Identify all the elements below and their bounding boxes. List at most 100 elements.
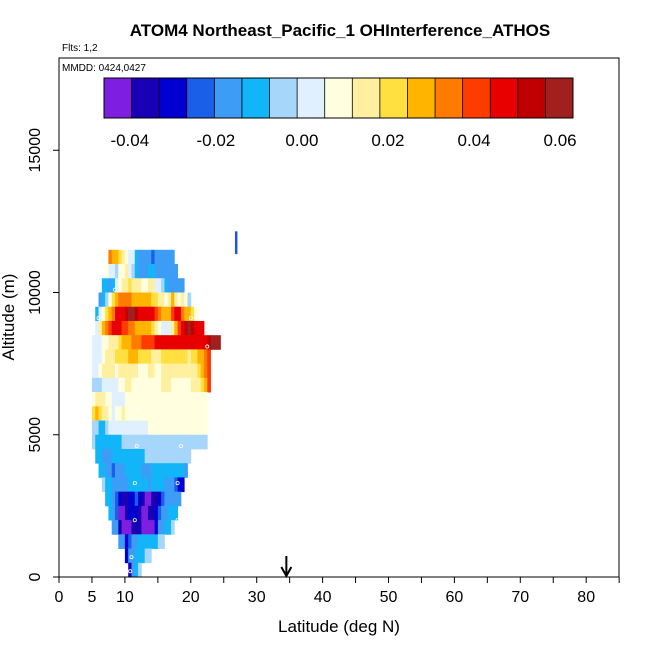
heatmap-cell bbox=[164, 491, 169, 507]
colorbar-swatch bbox=[159, 78, 188, 118]
heatmap-cell bbox=[147, 434, 152, 450]
heatmap-cell bbox=[164, 520, 169, 535]
heatmap-cell bbox=[108, 434, 113, 450]
heatmap-cell bbox=[151, 264, 155, 279]
heatmap-cell bbox=[151, 377, 155, 393]
heatmap-cell bbox=[174, 320, 179, 336]
heatmap-cell bbox=[161, 264, 165, 279]
heatmap-cell bbox=[115, 335, 119, 350]
heatmap-cell bbox=[118, 249, 122, 265]
heatmap-cell bbox=[121, 377, 126, 393]
heatmap-cell bbox=[171, 520, 175, 535]
heatmap-cell bbox=[180, 420, 185, 436]
heatmap-cell bbox=[144, 406, 149, 421]
heatmap-cell bbox=[180, 363, 185, 379]
heatmap-cell bbox=[121, 420, 126, 436]
heatmap-cell bbox=[118, 392, 122, 407]
heatmap-cell bbox=[190, 306, 195, 322]
heatmap-cell bbox=[131, 520, 136, 535]
heatmap-cell bbox=[128, 377, 132, 393]
heatmap-cell bbox=[161, 491, 165, 507]
heatmap-cell bbox=[124, 448, 129, 464]
heatmap-cell bbox=[105, 349, 109, 365]
heatmap-cell bbox=[144, 448, 149, 464]
heatmap-cell bbox=[180, 278, 185, 293]
heatmap-cell bbox=[138, 448, 142, 464]
heatmap-cell bbox=[131, 392, 136, 407]
x-tick-label: 0 bbox=[55, 589, 64, 606]
heatmap-cell bbox=[111, 363, 116, 379]
heatmap-cell bbox=[161, 377, 165, 393]
x-tick-label: 60 bbox=[446, 589, 464, 606]
heatmap-cell bbox=[115, 505, 119, 521]
heatmap-cell bbox=[115, 349, 119, 365]
heatmap-cell bbox=[197, 434, 202, 450]
heatmap-cell bbox=[128, 491, 132, 507]
heatmap-cell bbox=[118, 491, 122, 507]
heatmap-cell bbox=[111, 434, 116, 450]
heatmap-cell bbox=[194, 335, 198, 350]
heatmap-cell bbox=[177, 320, 182, 336]
heatmap-cell bbox=[138, 534, 142, 549]
heatmap-cell bbox=[134, 349, 139, 365]
heatmap-cell bbox=[128, 363, 132, 379]
heatmap-cell bbox=[151, 249, 155, 265]
colorbar-swatch bbox=[545, 78, 574, 118]
heatmap-cell bbox=[180, 306, 185, 322]
y-tick-label: 15000 bbox=[27, 128, 44, 173]
heatmap-cell bbox=[147, 349, 152, 365]
heatmap-cell bbox=[180, 434, 185, 450]
heatmap-cell bbox=[180, 448, 185, 464]
heatmap-cell bbox=[157, 249, 162, 265]
heatmap-cell bbox=[197, 420, 202, 436]
heatmap-cell bbox=[108, 363, 113, 379]
heatmap-cell bbox=[164, 420, 169, 436]
heatmap-cell bbox=[141, 264, 146, 279]
heatmap-cell bbox=[154, 520, 159, 535]
heatmap-cell bbox=[115, 448, 119, 464]
heatmap-cell bbox=[190, 434, 195, 450]
heatmap-cell bbox=[138, 392, 142, 407]
chart-title: ATOM4 Northeast_Pacific_1 OHInterference… bbox=[130, 21, 550, 40]
heatmap-cell bbox=[118, 264, 122, 279]
heatmap-cell bbox=[154, 477, 159, 493]
heatmap-cell bbox=[184, 306, 188, 322]
heatmap-cell bbox=[98, 306, 103, 322]
heatmap-cell bbox=[124, 463, 129, 478]
x-tick-label: 40 bbox=[314, 589, 332, 606]
heatmap-cell bbox=[134, 406, 139, 421]
heatmap-cell bbox=[157, 420, 162, 436]
colorbar-swatch bbox=[379, 78, 408, 118]
heatmap-cell bbox=[190, 420, 195, 436]
heatmap-cell bbox=[141, 505, 146, 521]
heatmap-cell bbox=[174, 306, 179, 322]
heatmap-cell bbox=[98, 463, 103, 478]
heatmap-cell bbox=[154, 363, 159, 379]
heatmap-cell bbox=[108, 320, 113, 336]
heatmap-cell bbox=[141, 335, 146, 350]
heatmap-cell bbox=[124, 491, 129, 507]
heatmap-cell bbox=[108, 278, 113, 293]
colorbar-tick-label: -0.02 bbox=[196, 131, 235, 150]
heatmap-cell bbox=[128, 264, 132, 279]
sample-point bbox=[132, 518, 137, 523]
heatmap-cell bbox=[171, 392, 175, 407]
colorbar-swatch bbox=[352, 78, 381, 118]
colorbar-swatch bbox=[517, 78, 546, 118]
heatmap-cell bbox=[121, 534, 126, 549]
heatmap-cell bbox=[151, 406, 155, 421]
colorbar-tick-label: 0.02 bbox=[371, 131, 404, 150]
heatmap-cell bbox=[194, 306, 198, 322]
heatmap-cell bbox=[105, 477, 109, 493]
heatmap-cell bbox=[164, 477, 169, 493]
heatmap-cell bbox=[177, 477, 182, 493]
heatmap-cell bbox=[115, 278, 119, 293]
heatmap-cell bbox=[101, 463, 106, 478]
heatmap-cell bbox=[174, 392, 179, 407]
heatmap-cell bbox=[144, 349, 149, 365]
heatmap-cell bbox=[184, 335, 188, 350]
heatmap-cell bbox=[147, 548, 152, 564]
heatmap-cell bbox=[177, 434, 182, 450]
heatmap-cell bbox=[180, 406, 185, 421]
heatmap-cell bbox=[91, 363, 96, 379]
